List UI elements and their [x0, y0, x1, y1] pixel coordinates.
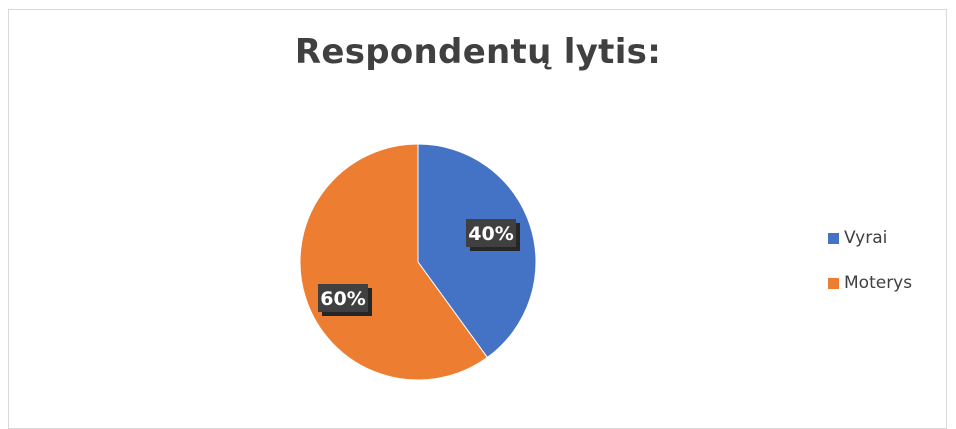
legend-item-moterys: Moterys — [828, 271, 912, 295]
legend-item-vyrai: Vyrai — [828, 226, 912, 250]
legend-swatch-moterys — [828, 277, 839, 289]
data-label-text: 40% — [468, 223, 513, 245]
data-label-moterys: 60% — [318, 284, 372, 316]
legend-swatch-vyrai — [828, 232, 839, 244]
legend-label-moterys: Moterys — [844, 273, 913, 293]
chart-title: Respondentų lytis: — [294, 32, 662, 72]
legend-label-vyrai: Vyrai — [844, 228, 888, 248]
data-label-vyrai: 40% — [466, 219, 520, 251]
legend: Vyrai Moterys — [828, 226, 912, 316]
data-label-text: 60% — [320, 288, 365, 310]
pie-slice-moterys — [299, 143, 489, 381]
